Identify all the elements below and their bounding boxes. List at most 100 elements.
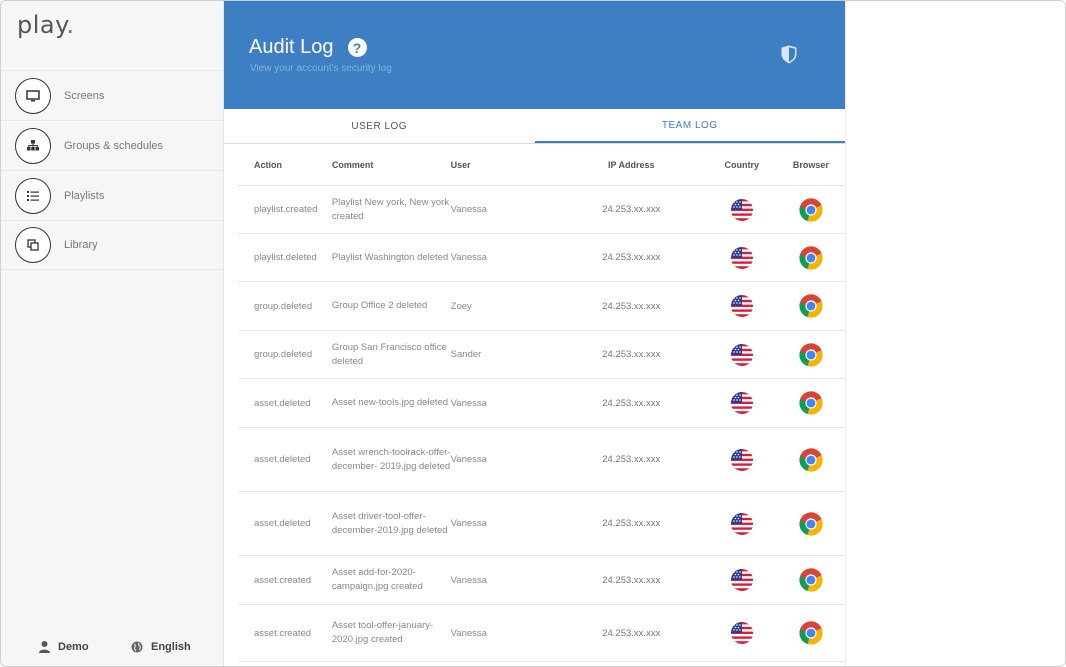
help-icon[interactable]: ? <box>347 38 367 57</box>
browser-cell <box>777 511 845 536</box>
country-cell <box>707 343 777 366</box>
us-flag-icon <box>730 295 753 317</box>
ip-cell: 24.253.xx.xxx <box>602 397 661 409</box>
country-cell <box>707 448 777 471</box>
chrome-icon <box>799 391 823 415</box>
us-flag-icon <box>730 246 753 269</box>
browser-cell <box>777 294 845 318</box>
ip-cell: 24.253.xx.xxx <box>602 204 661 215</box>
comment-cell: Playlist Washington deleted <box>331 251 449 263</box>
copy-icon <box>15 227 51 263</box>
main-content: Audit Log ? View your account's security… <box>224 1 845 666</box>
user-cell: Vanessa <box>450 397 487 409</box>
browser-cell <box>777 342 845 367</box>
table-body: playlist.created Playlist New york, New … <box>238 186 845 662</box>
user-cell: Vanessa <box>450 454 487 465</box>
action-cell: asset.deleted <box>254 397 311 409</box>
sidebar-item-screens[interactable]: Screens <box>1 70 223 120</box>
column-header-action[interactable]: Action <box>254 159 282 170</box>
table-row[interactable]: group.deleted Group San Francisco office… <box>238 331 845 379</box>
us-flag-icon <box>730 343 753 366</box>
hierarchy-icon <box>15 127 51 164</box>
audit-log-table: Action Comment User IP Address Country B… <box>238 144 845 662</box>
ip-cell: 24.253.xx.xxx <box>602 300 661 312</box>
table-row[interactable]: asset.deleted Asset wrench-toolrack-offe… <box>238 428 845 492</box>
country-cell <box>707 569 777 591</box>
column-header-user[interactable]: User <box>450 159 471 170</box>
country-cell <box>707 198 777 221</box>
ip-cell: 24.253.xx.xxx <box>602 349 661 360</box>
column-header-country[interactable]: Country <box>724 159 760 170</box>
country-cell <box>707 246 777 269</box>
action-cell: asset.deleted <box>254 518 311 529</box>
table-row[interactable]: playlist.created Playlist New york, New … <box>238 186 845 234</box>
page-subtitle: View your account's security log <box>250 63 392 74</box>
user-icon <box>39 641 50 653</box>
language-selector[interactable]: English <box>131 641 191 653</box>
browser-cell <box>777 245 845 270</box>
shield-icon <box>781 45 797 64</box>
log-tabs: USER LOG TEAM LOG <box>224 109 845 144</box>
column-header-ip[interactable]: IP Address <box>608 159 655 170</box>
column-header-browser[interactable]: Browser <box>792 159 829 170</box>
empty-panel <box>845 1 1065 666</box>
user-menu[interactable]: Demo <box>39 641 89 653</box>
comment-cell: Asset driver-tool-offer-december-2019.jp… <box>331 510 448 536</box>
sidebar-item-groups[interactable]: Groups & schedules <box>1 120 223 170</box>
comment-cell: Asset tool-offer-january-2020.jpg create… <box>331 620 434 645</box>
comment-cell: Group San Francisco office deleted <box>331 341 447 367</box>
sidebar-nav: Screens Groups & schedules Playlists Lib… <box>1 70 223 270</box>
table-row[interactable]: group.deleted Group Office 2 deleted Zoe… <box>238 282 845 331</box>
action-cell: asset.created <box>254 627 312 639</box>
chrome-icon <box>799 342 823 367</box>
sidebar-item-playlists[interactable]: Playlists <box>1 170 223 220</box>
country-cell <box>707 622 777 644</box>
table-row[interactable]: asset.deleted Asset driver-tool-offer-de… <box>238 492 845 556</box>
country-cell <box>707 512 777 535</box>
table-row[interactable]: asset.deleted Asset new-tools.jpg delete… <box>238 379 845 428</box>
ip-cell: 24.253.xx.xxx <box>602 454 661 465</box>
chrome-icon <box>799 511 823 536</box>
sidebar-item-label: Screens <box>64 89 105 102</box>
page-header: Audit Log ? View your account's security… <box>224 1 845 109</box>
ip-cell: 24.253.xx.xxx <box>602 574 661 586</box>
column-header-comment[interactable]: Comment <box>331 159 374 170</box>
table-header: Action Comment User IP Address Country B… <box>238 144 845 186</box>
language-label: English <box>151 641 191 653</box>
page-title-wrap: Audit Log ? <box>249 36 367 59</box>
user-cell: Zoey <box>450 300 472 312</box>
browser-cell <box>777 391 845 415</box>
country-cell <box>707 392 777 414</box>
user-cell: Vanessa <box>450 627 487 639</box>
us-flag-icon <box>730 392 753 414</box>
table-row[interactable]: playlist.deleted Playlist Washington del… <box>238 234 845 282</box>
us-flag-icon <box>730 569 753 591</box>
table-row[interactable]: asset.created Asset tool-offer-january-2… <box>238 605 845 662</box>
comment-cell: Asset wrench-toolrack-offer-december- 20… <box>331 446 451 472</box>
tab-user-log[interactable]: USER LOG <box>351 120 408 132</box>
table-row[interactable]: asset.created Asset add-for-2020-campaig… <box>238 556 845 605</box>
logo[interactable]: play. <box>17 11 75 39</box>
us-flag-icon <box>730 512 753 535</box>
tab-team-log[interactable]: TEAM LOG <box>534 109 845 143</box>
browser-cell <box>777 568 845 592</box>
sidebar-item-label: Library <box>64 239 98 251</box>
user-cell: Vanessa <box>450 252 487 263</box>
us-flag-icon <box>730 198 753 221</box>
sidebar-item-label: Playlists <box>64 189 105 202</box>
sidebar: play. Screens Groups & schedules Playlis… <box>1 1 224 666</box>
globe-icon <box>131 641 143 653</box>
action-cell: playlist.created <box>254 204 318 215</box>
chrome-icon <box>799 294 823 318</box>
browser-cell <box>777 197 845 222</box>
action-cell: asset.created <box>254 574 312 586</box>
sidebar-item-library[interactable]: Library <box>1 220 223 270</box>
page-title: Audit Log <box>249 36 334 58</box>
country-cell <box>707 295 777 317</box>
comment-cell: Asset add-for-2020-campaign.jpg created <box>331 567 423 592</box>
browser-cell <box>777 447 845 472</box>
list-icon <box>15 177 51 214</box>
user-cell: Vanessa <box>450 204 487 215</box>
action-cell: asset.deleted <box>254 454 311 465</box>
